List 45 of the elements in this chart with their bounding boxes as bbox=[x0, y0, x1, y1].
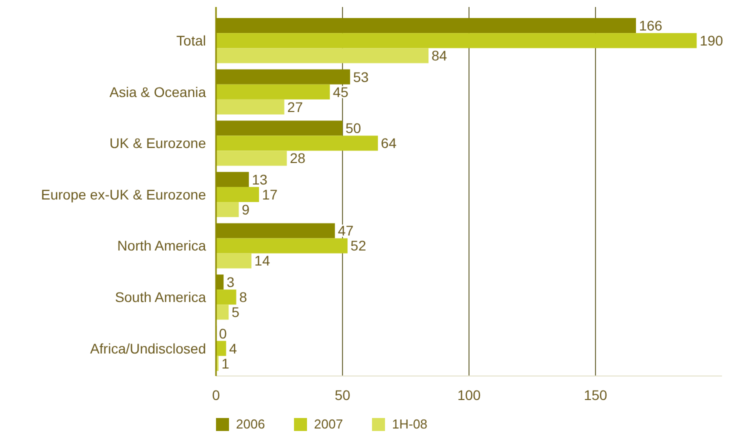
data-label: 17 bbox=[262, 186, 278, 202]
bar bbox=[216, 253, 252, 268]
data-label: 84 bbox=[432, 48, 448, 64]
bar bbox=[216, 238, 348, 254]
data-label: 28 bbox=[290, 150, 306, 166]
bar bbox=[216, 48, 429, 64]
y-tick-label: Africa/Undisclosed bbox=[90, 340, 206, 356]
y-tick-label: Asia & Oceania bbox=[110, 84, 206, 100]
data-label: 50 bbox=[346, 120, 362, 136]
data-label: 0 bbox=[219, 325, 227, 342]
data-label: 190 bbox=[700, 32, 724, 48]
legend-label: 1H-08 bbox=[392, 416, 428, 432]
bar bbox=[216, 304, 229, 320]
legend-label: 2007 bbox=[314, 416, 343, 432]
bar bbox=[216, 33, 697, 48]
data-label: 14 bbox=[254, 252, 270, 269]
x-tick-label: 0 bbox=[212, 387, 220, 403]
bar bbox=[216, 150, 287, 166]
y-tick-label: North America bbox=[117, 238, 206, 254]
x-tick-label: 100 bbox=[457, 387, 481, 403]
bar bbox=[216, 202, 239, 218]
data-label: 3 bbox=[226, 274, 235, 290]
data-label: 5 bbox=[232, 304, 240, 320]
y-tick-label: UK & Eurozone bbox=[110, 135, 206, 152]
data-label: 27 bbox=[287, 98, 304, 115]
data-label: 8 bbox=[239, 289, 248, 305]
bar bbox=[216, 99, 284, 114]
bar bbox=[216, 136, 378, 151]
x-tick-label: 50 bbox=[334, 387, 350, 403]
data-label: 64 bbox=[380, 135, 397, 152]
y-tick-label: Europe ex-UK & Eurozone bbox=[41, 186, 206, 202]
data-label: 4 bbox=[229, 340, 238, 356]
y-tick-label: Total bbox=[176, 32, 206, 48]
data-label: 13 bbox=[252, 171, 268, 188]
legend-label: 2006 bbox=[236, 416, 265, 432]
data-label: 52 bbox=[350, 238, 366, 254]
x-tick-label: 150 bbox=[584, 387, 608, 403]
data-label: 166 bbox=[638, 17, 663, 34]
data-label: 1 bbox=[222, 355, 230, 372]
y-tick-label: South America bbox=[114, 289, 206, 305]
bar bbox=[216, 186, 260, 202]
data-label: 9 bbox=[242, 201, 250, 218]
data-label: 53 bbox=[353, 68, 369, 85]
bar bbox=[216, 84, 330, 100]
bar bbox=[216, 290, 236, 305]
